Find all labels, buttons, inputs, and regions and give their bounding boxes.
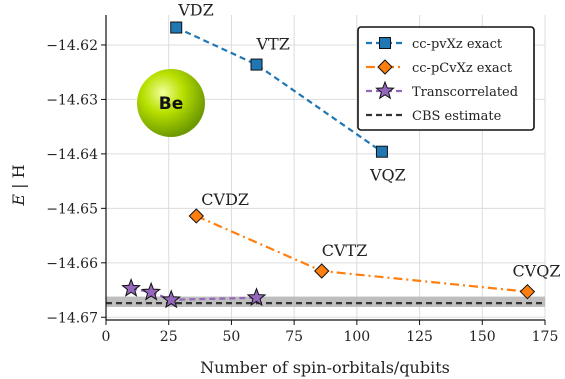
y-axis-label: E | H — [9, 164, 28, 206]
legend-marker — [375, 80, 395, 100]
y-axis-label-symbol: E — [9, 194, 28, 207]
axes — [105, 15, 545, 321]
legend-label: cc-pvXz exact — [412, 37, 503, 52]
legend-label: Transcorrelated — [412, 85, 518, 100]
x-ticks: 0 25 50 75 100 125 150 175 — [102, 320, 559, 345]
data-point — [170, 21, 183, 34]
point-label: VQZ — [369, 166, 406, 185]
series-markers — [121, 21, 536, 309]
y-tick-label: −14.64 — [46, 147, 98, 163]
x-axis-label: Number of spin-orbitals/qubits — [200, 358, 450, 377]
x-tick-label: 75 — [285, 329, 303, 345]
cbs-uncertainty-band — [106, 296, 545, 307]
legend-marker — [379, 37, 391, 49]
legend: cc-pvXz exact cc-pCvXz exact Transcorrelat… — [357, 26, 535, 131]
data-point — [519, 283, 536, 300]
data-point — [188, 208, 205, 224]
legend-label: CBS estimate — [412, 109, 502, 124]
be-atom-badge: Be — [137, 69, 205, 137]
x-tick-label: 100 — [343, 329, 370, 345]
point-label: CVDZ — [201, 190, 249, 209]
legend-label: cc-pCvXz exact — [412, 61, 513, 76]
y-tick-label: −14.67 — [46, 310, 98, 326]
x-tick-label: 0 — [102, 329, 111, 345]
x-tick-label: 175 — [532, 329, 559, 345]
y-ticks: −14.62 −14.63 −14.64 −14.65 −14.66 −14.67 — [46, 38, 106, 326]
y-tick-label: −14.66 — [46, 256, 98, 272]
y-tick-label: −14.63 — [46, 92, 98, 108]
series-line — [130, 287, 257, 301]
cbs-band — [106, 296, 545, 307]
y-tick-label: −14.65 — [46, 201, 98, 217]
point-label: VDZ — [177, 1, 214, 20]
point-label: CVQZ — [512, 262, 560, 281]
data-point — [161, 289, 182, 309]
data-point — [314, 263, 330, 279]
legend-marker — [377, 59, 393, 75]
data-point — [246, 287, 267, 307]
point-label: CVTZ — [322, 241, 368, 260]
x-tick-label: 25 — [160, 329, 178, 345]
be-atom-label: Be — [159, 94, 184, 114]
legend-box — [357, 26, 535, 131]
y-axis-label-unit: | H — [9, 164, 28, 194]
x-tick-label: 50 — [223, 329, 241, 345]
y-tick-label: −14.62 — [46, 38, 98, 54]
data-point — [141, 281, 162, 301]
data-point — [375, 145, 388, 158]
point-label: VTZ — [256, 35, 290, 54]
data-point — [121, 277, 142, 297]
x-tick-label: 150 — [469, 329, 496, 345]
be-atom-sphere — [137, 69, 205, 137]
point-annotations: VDZ VTZ VQZ CVDZ CVTZ CVQZ — [177, 1, 560, 281]
x-tick-label: 125 — [406, 329, 433, 345]
series-line — [175, 26, 383, 153]
data-point — [250, 58, 263, 71]
